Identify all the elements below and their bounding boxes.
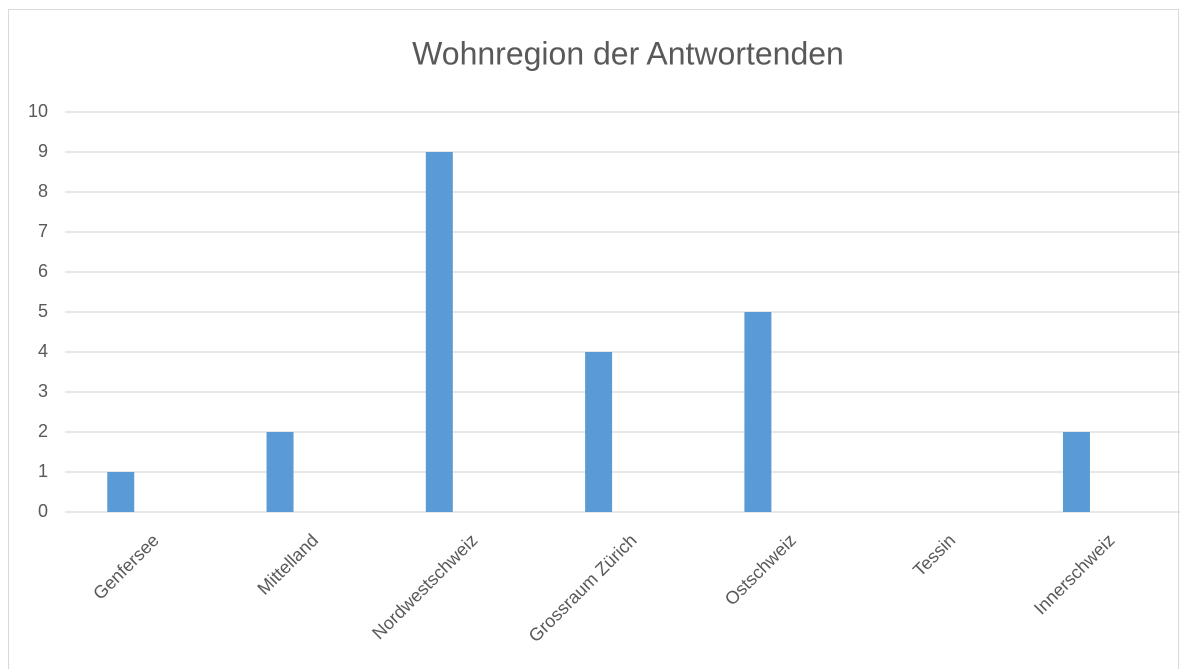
bar (744, 312, 772, 512)
y-tick-label: 3 (38, 381, 48, 401)
bar (1062, 432, 1090, 512)
y-tick-label: 1 (38, 461, 48, 481)
y-tick-label: 0 (38, 501, 48, 521)
y-tick-label: 7 (38, 221, 48, 241)
chart-title: Wohnregion der Antwortenden (412, 35, 844, 71)
y-tick-label: 8 (38, 181, 48, 201)
chart-border (8, 9, 1179, 669)
bar (266, 432, 294, 512)
y-tick-label: 5 (38, 301, 48, 321)
y-tick-label: 9 (38, 141, 48, 161)
y-tick-label: 2 (38, 421, 48, 441)
bar (107, 472, 135, 512)
bar (425, 152, 453, 512)
bar (585, 352, 613, 512)
y-tick-label: 10 (28, 101, 48, 121)
y-tick-label: 6 (38, 261, 48, 281)
y-tick-label: 4 (38, 341, 48, 361)
